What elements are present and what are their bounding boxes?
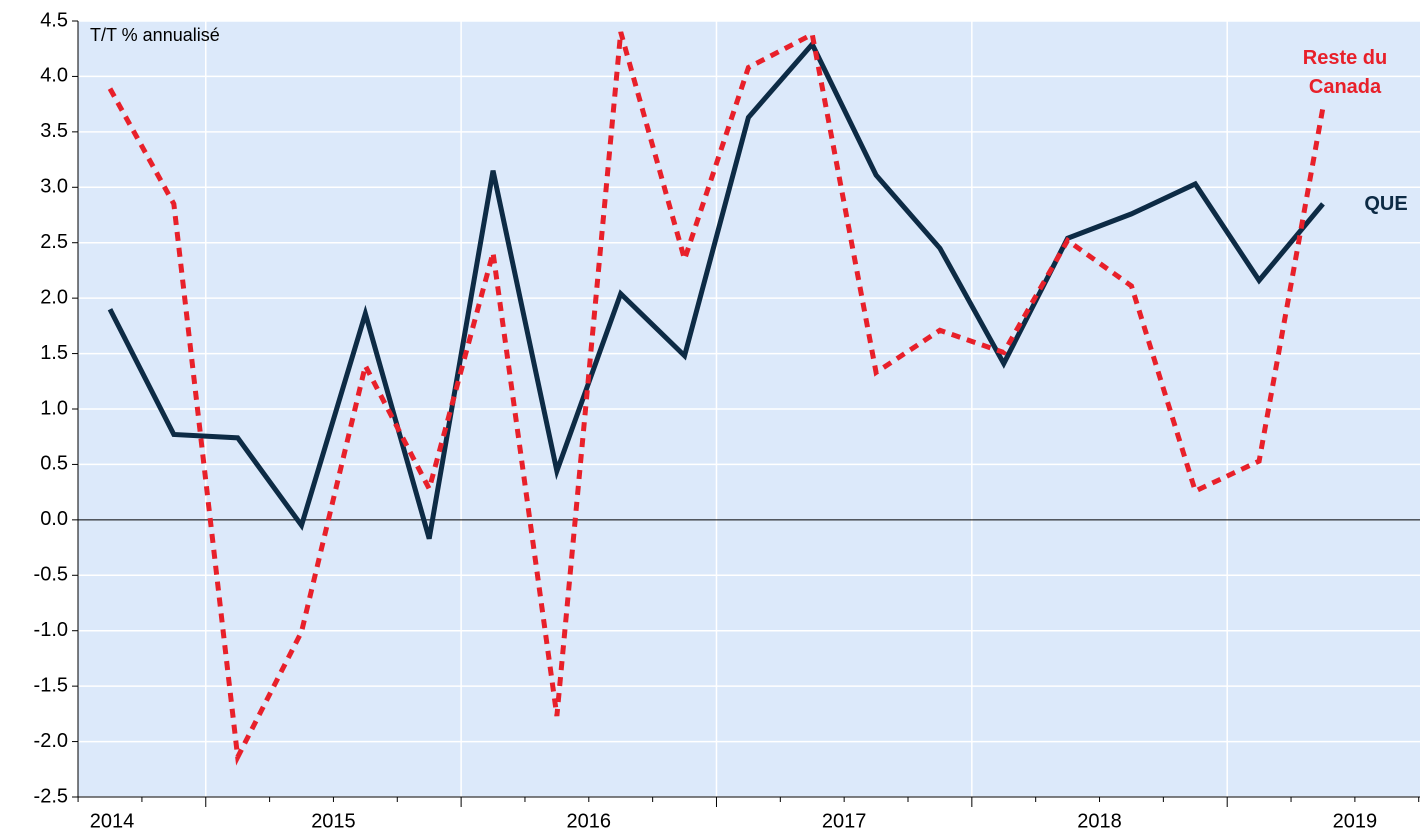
y-tick-label: 3.0 [40,176,68,198]
x-tick-label: 2015 [311,810,356,832]
y-tick-label: 0.0 [40,508,68,530]
y-tick-label: 0.5 [40,453,68,475]
y-tick-label: -1.5 [34,674,68,696]
x-tick-label: 2014 [90,810,135,832]
y-axis-label: T/T % annualisé [90,25,220,45]
y-tick-label: 3.5 [40,120,68,142]
y-tick-label: 1.5 [40,342,68,364]
x-tick-label: 2018 [1077,810,1122,832]
y-tick-label: -2.5 [34,785,68,807]
series-line [107,39,1325,540]
series-label: Reste du Canada [1302,47,1388,98]
x-tick-label: 2016 [567,810,612,832]
y-tick-label: 2.5 [40,231,68,253]
x-tick-label: 2017 [822,810,867,832]
y-tick-label: -1.0 [34,619,68,641]
y-tick-label: -2.0 [34,730,68,752]
series-line [107,30,1326,766]
series-label: QUE [1364,193,1408,215]
y-tick-label: 1.0 [40,397,68,419]
y-tick-label: 4.0 [40,65,68,87]
y-tick-label: 4.5 [40,9,68,31]
y-tick-label: -0.5 [34,564,68,586]
y-tick-label: 2.0 [40,286,68,308]
x-tick-label: 2019 [1333,810,1378,832]
